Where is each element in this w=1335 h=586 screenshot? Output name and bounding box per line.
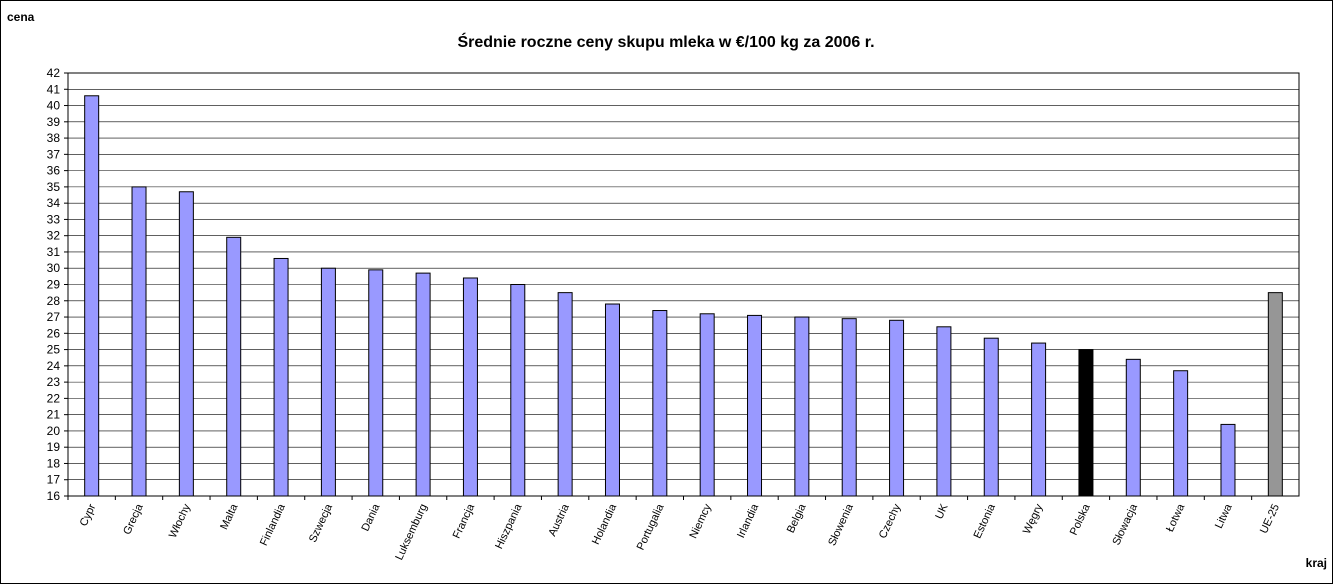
x-tick-label: Grecja xyxy=(121,501,146,536)
x-tick-label: UE-25 xyxy=(1258,502,1282,535)
y-tick-label: 19 xyxy=(47,440,61,454)
y-tick-label: 20 xyxy=(47,424,61,438)
x-tick-label: UK xyxy=(933,502,951,522)
y-tick-label: 29 xyxy=(47,278,61,292)
y-tick-label: 36 xyxy=(47,164,61,178)
y-tick-label: 24 xyxy=(47,359,61,373)
bar-hiszpania xyxy=(510,284,526,497)
bar-luksemburg xyxy=(415,272,431,497)
x-tick-label: Polska xyxy=(1068,501,1093,537)
y-tick-label: 21 xyxy=(47,408,61,422)
bar-węgry xyxy=(1031,342,1047,497)
x-tick-label: Luksemburg xyxy=(393,502,429,562)
y-tick-label: 33 xyxy=(47,212,61,226)
y-tick-label: 22 xyxy=(47,391,61,405)
bar-grecja xyxy=(131,186,147,497)
bar-portugalia xyxy=(652,310,668,497)
y-tick-label: 17 xyxy=(47,473,61,487)
bar-estonia xyxy=(983,337,999,497)
y-tick-label: 26 xyxy=(47,326,61,340)
y-tick-label: 27 xyxy=(47,310,61,324)
bars xyxy=(84,95,1283,497)
y-tick-label: 28 xyxy=(47,294,61,308)
x-tick-label: Dania xyxy=(359,501,382,533)
bar-uk xyxy=(936,326,952,497)
x-tick-label: Finlandia xyxy=(258,501,288,547)
bar-niemcy xyxy=(699,313,715,497)
bar-malta xyxy=(226,236,242,497)
bar-austria xyxy=(557,292,573,497)
gridlines xyxy=(68,72,1299,481)
bar-irlandia xyxy=(747,314,763,497)
x-tick-label: Słowenia xyxy=(826,501,856,547)
bar-ue-25 xyxy=(1267,292,1283,497)
y-tick-labels: 16 17 18 19 20 21 22 23 24 25 26 27 28 29 30 31 32 33 34 35… xyxy=(47,66,68,503)
y-tick-label: 25 xyxy=(47,343,61,357)
x-tick-label: Cypr xyxy=(78,502,99,528)
x-tick-label: Czechy xyxy=(877,502,904,541)
x-tick-label: Irlandia xyxy=(735,501,761,540)
x-tick-label: Szwecja xyxy=(307,501,336,544)
y-tick-label: 23 xyxy=(47,375,61,389)
bar-holandia xyxy=(604,303,620,497)
x-tick-label: Estonia xyxy=(972,501,999,540)
y-tick-label: 42 xyxy=(47,66,61,80)
x-tick-label: Hiszpania xyxy=(493,501,525,551)
x-tick-label: Łotwa xyxy=(1164,501,1188,533)
y-tick-label: 34 xyxy=(47,196,61,210)
bar-finlandia xyxy=(273,257,289,497)
x-tick-label: Francja xyxy=(451,501,478,540)
x-tick-label: Litwa xyxy=(1213,501,1235,530)
bar-łotwa xyxy=(1173,370,1189,497)
y-axis-label: cena xyxy=(7,10,35,24)
bar-francja xyxy=(462,277,478,497)
x-tick-label: Węgry xyxy=(1021,502,1046,536)
y-tick-label: 37 xyxy=(47,147,61,161)
bar-cypr xyxy=(84,95,100,497)
x-tick-label: Słowacja xyxy=(1111,501,1141,547)
x-tick-label: Holandia xyxy=(590,501,620,546)
x-axis-label: kraj xyxy=(1306,556,1327,570)
x-tick-labels: Cypr Grecja Włochy Malta Finlandia Szwecja Dan… xyxy=(67,496,1282,562)
y-tick-label: 41 xyxy=(47,82,61,96)
bar-słowenia xyxy=(841,318,857,497)
y-tick-label: 31 xyxy=(47,245,61,259)
bar-słowacja xyxy=(1125,358,1141,497)
x-tick-label: Malta xyxy=(218,501,241,531)
x-tick-label: Austria xyxy=(547,501,573,538)
y-tick-label: 16 xyxy=(47,489,61,503)
bar-litwa xyxy=(1220,423,1236,497)
chart-title: Średnie roczne ceny skupu mleka w €/100 … xyxy=(457,32,874,51)
bar-belgia xyxy=(794,316,810,497)
y-tick-label: 39 xyxy=(47,115,61,129)
y-tick-label: 35 xyxy=(47,180,61,194)
y-tick-label: 38 xyxy=(47,131,61,145)
y-tick-label: 18 xyxy=(47,456,61,470)
bar-włochy xyxy=(178,191,194,497)
y-tick-label: 32 xyxy=(47,229,61,243)
bar-szwecja xyxy=(320,267,336,497)
x-tick-label: Włochy xyxy=(167,502,193,540)
y-tick-label: 40 xyxy=(47,99,61,113)
x-tick-label: Portugalia xyxy=(635,501,667,552)
y-tick-label: 30 xyxy=(47,261,61,275)
bar-dania xyxy=(368,269,384,497)
bar-czechy xyxy=(889,319,905,497)
bar-polska xyxy=(1078,349,1094,497)
x-tick-label: Belgia xyxy=(785,501,809,535)
x-tick-label: Niemcy xyxy=(688,502,715,541)
